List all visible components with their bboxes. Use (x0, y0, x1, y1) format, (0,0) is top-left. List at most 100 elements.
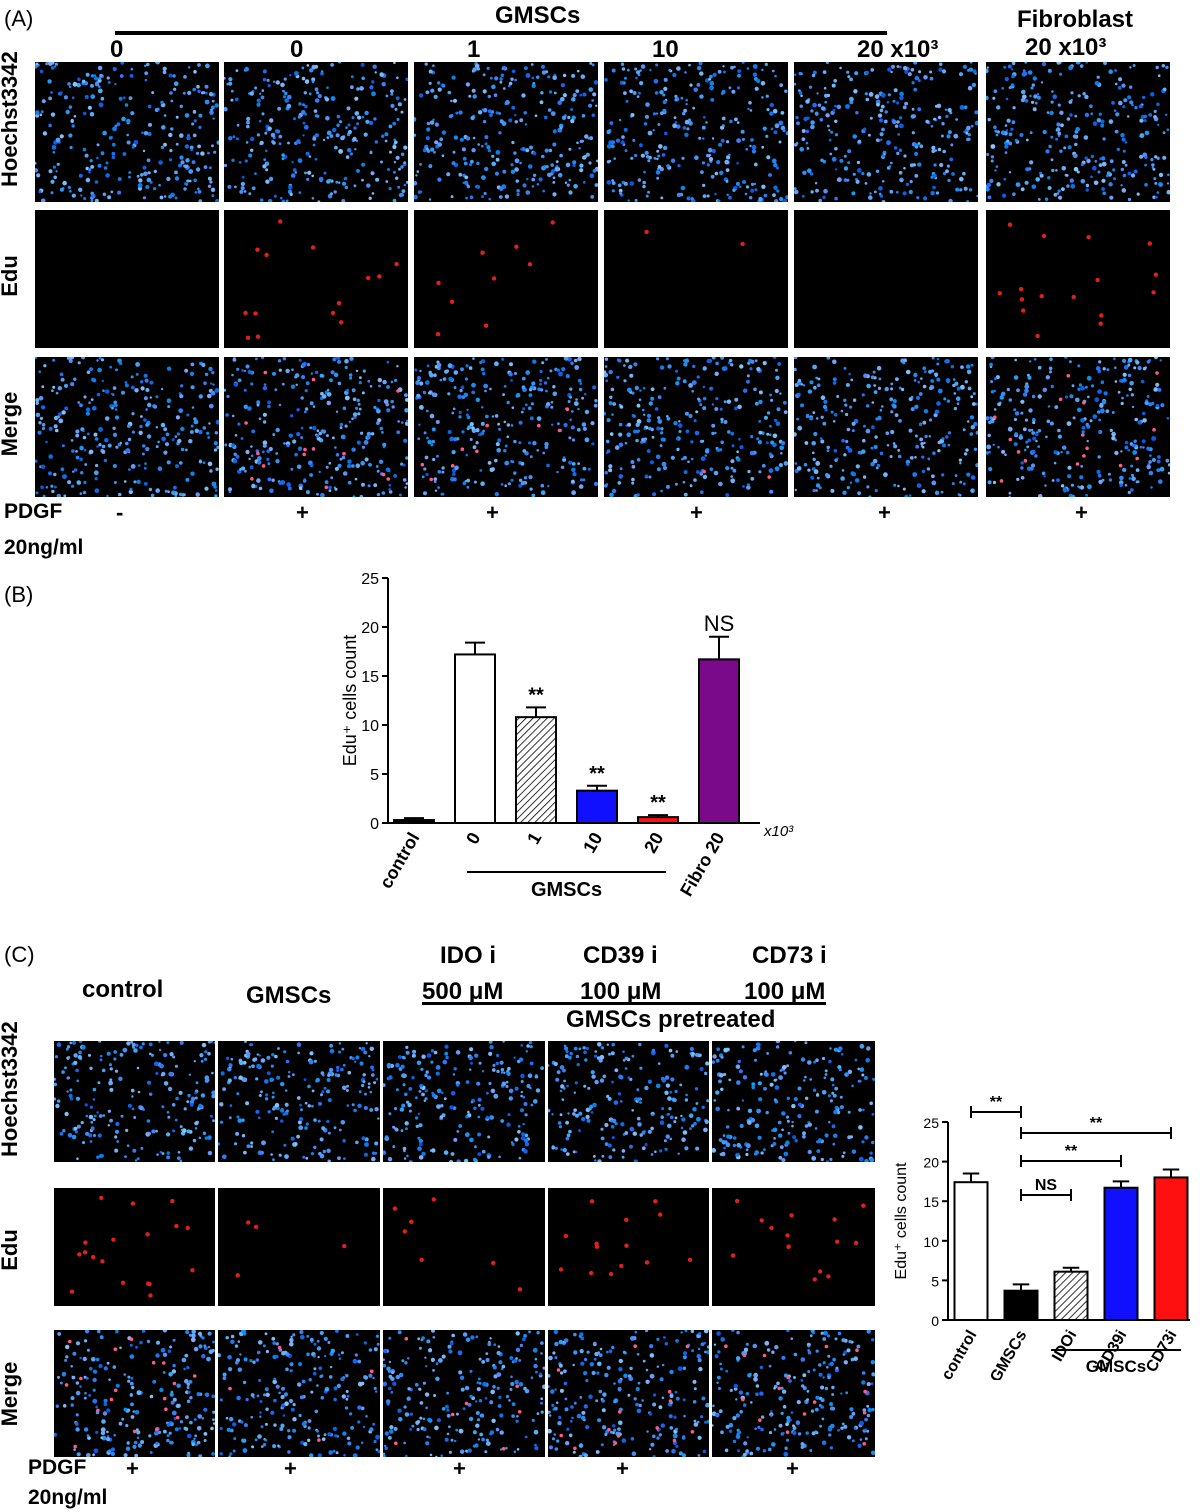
x-tick-label: 1 (523, 829, 545, 848)
panel-a-image-merge (35, 357, 219, 497)
group-label: GMSCs (531, 879, 602, 901)
panel-c-image-hoechst (218, 1041, 380, 1162)
panel-a-image-hoechst (794, 62, 978, 202)
x-tick-label: 10 (579, 829, 606, 856)
panel-c-inhibitor-dose: 100 μM (744, 978, 826, 1005)
panel-a-image-merge (986, 357, 1170, 497)
panel-a-fibro-label: Fibroblast (1017, 6, 1134, 33)
bar (637, 816, 679, 824)
significance-label: NS (704, 611, 735, 636)
y-tick-label: 15 (923, 1194, 939, 1210)
panel-a-image-hoechst (35, 62, 219, 202)
panel-c-image-edu (218, 1188, 380, 1306)
unit-label: x10³ (763, 823, 794, 840)
panel-c-pretreated-line (422, 1002, 826, 1005)
panel-c-inhibitor-dose: 500 μM (422, 978, 504, 1005)
y-tick-label: 5 (931, 1273, 939, 1289)
panel-a-image-merge (604, 357, 788, 497)
panel-c-row-hoechst: Hoechst3342 (0, 1021, 22, 1157)
y-tick-label: 10 (361, 718, 379, 735)
panel-a-pdgf-unit: 20ng/ml (4, 536, 84, 559)
panel-c-image-hoechst (54, 1041, 215, 1162)
panel-a-image-edu (986, 210, 1170, 348)
panel-c-row-merge: Merge (0, 1361, 22, 1427)
y-axis-label: Edu⁺ cells count (340, 635, 360, 767)
panel-c-image-merge (218, 1330, 380, 1457)
panel-a-row-edu: Edu (0, 255, 22, 297)
panel-a-image-edu (794, 210, 978, 348)
x-tick-label: control (939, 1328, 981, 1381)
panel-c-col-control: control (82, 976, 164, 1003)
panel-a-pdgf-sign: + (296, 500, 309, 525)
panel-c-inhibitor-dose: 100 μM (580, 978, 662, 1005)
panel-c-col-gmscs: GMSCs (246, 982, 332, 1009)
bar (1003, 1289, 1039, 1321)
bar (515, 716, 557, 824)
y-tick-label: 15 (361, 669, 379, 686)
bar (576, 789, 618, 825)
panel-a-col-2: 1 (467, 36, 481, 63)
panel-a-image-merge (794, 357, 978, 497)
x-tick-label: CD73i (1143, 1328, 1180, 1376)
panel-c-pdgf-label: PDGF (28, 1456, 87, 1479)
y-tick-label: 0 (370, 816, 379, 833)
panel-a-pdgf-sign: + (1075, 500, 1088, 525)
y-tick-label: 0 (931, 1313, 939, 1329)
bar (698, 658, 740, 824)
comparison-label: NS (1035, 1177, 1058, 1194)
y-tick-label: 20 (923, 1155, 939, 1171)
panel-c-image-edu (548, 1188, 709, 1306)
significance-label: ** (589, 763, 605, 785)
panel-b-label: (B) (4, 582, 34, 607)
panel-c-image-hoechst (712, 1041, 875, 1162)
panel-a-row-hoechst: Hoechst3342 (0, 51, 22, 187)
panel-c-pdgf-sign: + (786, 1456, 799, 1481)
x-tick-label: Fibro 20 (676, 829, 728, 900)
panel-a-image-hoechst (414, 62, 598, 202)
panel-a-row-merge: Merge (0, 391, 22, 457)
x-tick-label: IDOi (1049, 1328, 1080, 1365)
panel-c-image-merge (712, 1330, 875, 1457)
panel-a-col-0: 0 (110, 36, 124, 63)
panel-a-pdgf-sign: + (690, 500, 703, 525)
panel-c-image-edu (383, 1188, 545, 1306)
panel-a-image-hoechst (604, 62, 788, 202)
panel-c-image-merge (548, 1330, 709, 1457)
panel-c-pdgf-sign: + (616, 1456, 629, 1481)
bar (953, 1181, 989, 1321)
panel-a-image-edu (224, 210, 408, 348)
panel-c-image-edu (712, 1188, 875, 1306)
panel-c-inhibitor-name: CD39 i (583, 942, 658, 969)
group-label: GMSCs (1086, 1357, 1146, 1376)
panel-c-image-edu (54, 1188, 215, 1306)
panel-c-pdgf-sign: + (284, 1456, 297, 1481)
y-tick-label: 25 (361, 571, 379, 588)
panel-a-col-1: 0 (290, 36, 304, 63)
x-tick-label: 20 (640, 829, 667, 856)
bar (1053, 1270, 1089, 1322)
significance-label: ** (528, 684, 544, 706)
panel-a-group-line (115, 31, 887, 35)
panel-a-pdgf-sign: + (878, 500, 891, 525)
panel-c-image-hoechst (383, 1041, 545, 1162)
panel-c-inhibitor-name: CD73 i (752, 942, 827, 969)
y-tick-label: 5 (370, 767, 379, 784)
panel-c-pdgf-unit: 20ng/ml (28, 1486, 108, 1509)
comparison-label: ** (1090, 1115, 1103, 1132)
panel-a-image-merge (224, 357, 408, 497)
x-tick-label: control (376, 829, 424, 892)
x-tick-label: GMSCs (987, 1327, 1030, 1380)
panel-a-image-merge (414, 357, 598, 497)
panel-a-image-edu (604, 210, 788, 348)
panel-a-pdgf-sign: - (116, 500, 124, 525)
panel-a-col-3: 10 (652, 36, 679, 63)
panel-c-label: (C) (4, 942, 35, 967)
y-axis-label: Edu⁺ cells count (893, 1162, 910, 1280)
comparison-label: ** (990, 1094, 1003, 1111)
panel-c-pretreated-label: GMSCs pretreated (566, 1006, 776, 1033)
panel-a-image-hoechst (986, 62, 1170, 202)
panel-c-pdgf-sign: + (126, 1456, 139, 1481)
panel-a-col-4: 20 x10³ (857, 36, 939, 63)
y-tick-label: 10 (923, 1234, 939, 1250)
